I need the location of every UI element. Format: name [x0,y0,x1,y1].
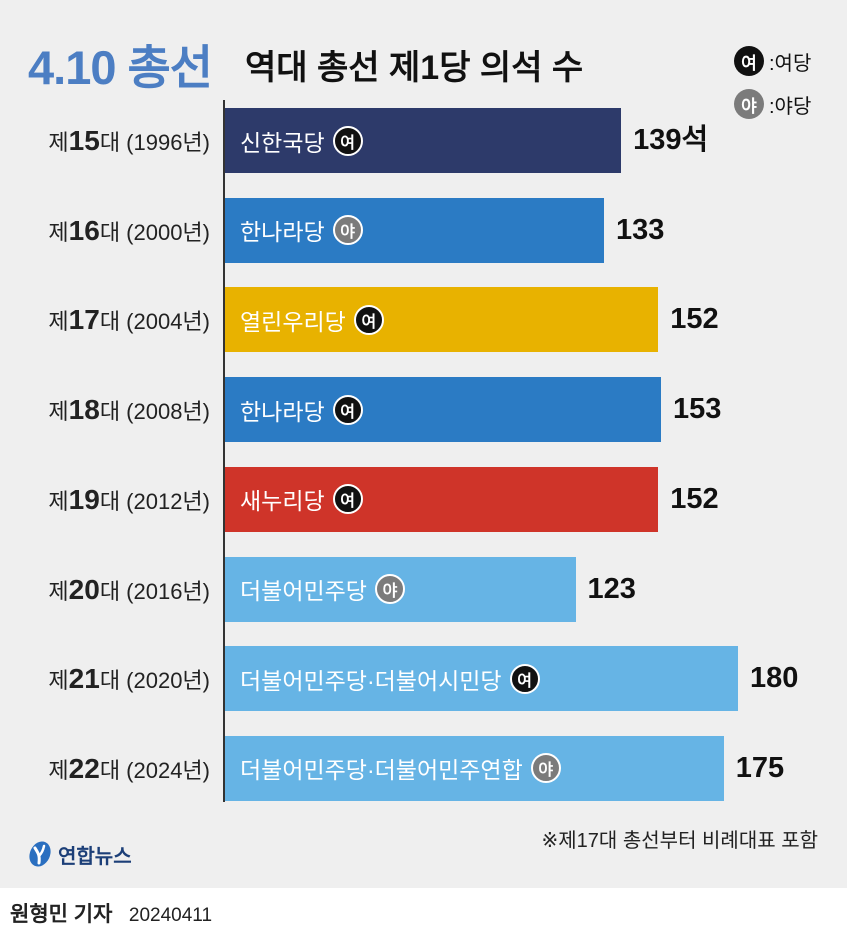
category-suffix: 대 (2008년) [99,399,210,425]
value-label: 153 [673,393,722,426]
category-prefix: 제 [48,219,69,245]
y-axis-line [223,100,225,802]
bar: 한나라당 여 [225,377,662,443]
legend: 여 :여당 야 :야당 [734,46,834,132]
category-prefix: 제 [48,578,69,604]
category-suffix: 대 (2016년) [99,578,210,604]
bar-party-label: 한나라당 [240,219,325,246]
category-suffix: 대 (2004년) [99,309,210,335]
category-number: 21 [68,663,100,695]
category-prefix: 제 [48,309,69,335]
category-prefix: 제 [48,668,69,694]
category-suffix: 대 (2024년) [99,757,210,783]
category-number: 17 [68,304,100,336]
category-prefix: 제 [48,488,69,514]
bar-party-label: 새누리당 [240,488,325,515]
party-status-badge-icon: 야 [530,753,561,784]
reporter-name: 원형민 기자 [10,903,113,926]
category-label: 제17대 (2004년) [0,287,210,352]
publish-date: 20240411 [128,905,213,926]
category-suffix: 대 (2012년) [99,488,210,514]
category-suffix: 대 (2020년) [99,668,210,694]
party-status-badge-icon: 야 [332,215,363,246]
value-label: 139석 [633,124,709,156]
category-number: 15 [68,125,100,156]
category-number: 20 [68,573,100,605]
opposition-party-badge-icon: 야 [734,89,764,119]
bar: 더불어민주당·더불어민주연합 야 [225,735,724,801]
value-label: 123 [587,572,636,605]
party-status-badge-icon: 여 [332,394,363,425]
bar: 신한국당 여 [225,108,622,173]
category-label: 제19대 (2012년) [0,467,210,532]
party-status-badge-icon: 야 [374,574,405,604]
bar: 더불어민주당 야 [225,556,576,622]
bar-party-label: 한나라당 [240,398,325,425]
legend-item-ruling: 여 :여당 [734,46,834,76]
category-number: 16 [68,214,100,246]
value-label: 152 [670,482,719,515]
logo-text: 연합뉴스 [58,845,132,868]
bar-party-label: 열린우리당 [240,308,346,335]
category-suffix: 대 (2000년) [99,219,210,245]
category-prefix: 제 [48,130,69,155]
bar: 더불어민주당·더불어시민당 여 [225,646,738,712]
bar-party-label: 더불어민주당·더불어시민당 [240,667,502,694]
category-prefix: 제 [48,757,69,783]
bar: 새누리당 여 [225,466,659,532]
legend-label-opposition: :야당 [769,95,812,118]
party-status-badge-icon: 여 [509,663,540,694]
category-label: 제22대 (2024년) [0,736,210,801]
bar: 한나라당 야 [225,197,605,263]
yonhap-logo-icon [29,841,51,867]
legend-label-ruling: :여당 [769,52,812,75]
bar-chart: 제15대 (1996년) 신한국당 여 139석 제16대 (2000년) 한나라당 야 13… [0,100,799,802]
headline-tag: 4.10 총선 [28,41,213,94]
category-label: 제20대 (2016년) [0,557,210,622]
category-suffix: 대 (1996년) [99,130,210,155]
value-label: 175 [735,751,785,784]
bar-party-label: 더불어민주당 [240,578,367,604]
party-status-badge-icon: 여 [332,484,363,515]
yonhap-logo: 연합뉴스 [25,838,132,870]
category-label: 제16대 (2000년) [0,198,210,263]
category-number: 19 [68,483,100,515]
bar: 열린우리당 여 [225,287,659,353]
category-label: 제18대 (2008년) [0,377,210,442]
party-status-badge-icon: 여 [332,125,363,156]
category-prefix: 제 [48,399,69,425]
category-number: 22 [68,752,100,784]
bar-party-label: 더불어민주당·더불어민주연합 [240,757,523,784]
category-label: 제15대 (1996년) [0,108,210,173]
category-label: 제21대 (2020년) [0,646,210,711]
infographic-canvas: 4.10 총선 역대 총선 제1당 의석 수 여 :여당 야 :야당 제15대 … [0,0,847,888]
value-label: 180 [750,662,799,695]
footnote: ※제17대 총선부터 비례대표 포함 [541,830,818,852]
ruling-party-badge-icon: 여 [734,46,764,76]
category-number: 18 [68,394,100,426]
party-status-badge-icon: 여 [353,304,384,335]
legend-item-opposition: 야 :야당 [734,89,834,119]
value-label: 152 [670,303,719,336]
chart-title: 역대 총선 제1당 의석 수 [245,49,584,87]
credit-line: 원형민 기자 20240411 [10,888,212,942]
value-label: 133 [616,213,665,246]
bar-party-label: 신한국당 [240,129,325,156]
